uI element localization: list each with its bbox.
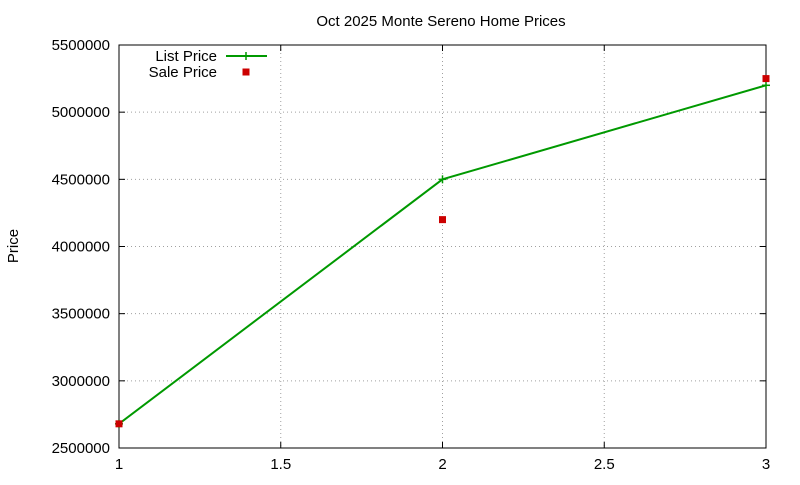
y-tick-label: 3500000 [52,306,110,323]
list-price-point [438,175,447,184]
x-tick-label: 2.5 [594,456,615,473]
x-tick-label: 3 [762,456,770,473]
y-axis-label: Price [5,229,22,263]
legend-label: Sale Price [149,64,217,81]
axis-layer: 2500000 3000000 3500000 4000000 4500000 50000… [52,37,771,473]
y-tick-label: 3000000 [52,373,110,390]
list-price-point [762,81,770,90]
sale-price-point [762,75,770,83]
x-tick-label: 1.5 [270,456,291,473]
grid-layer [119,45,766,448]
y-tick-label: 2500000 [52,440,110,457]
chart-title: Oct 2025 Monte Sereno Home Prices [316,13,565,30]
x-tick-label: 1 [115,456,123,473]
sale-price-point [115,420,123,428]
plot-border [118,44,767,449]
y-tick-label: 4500000 [52,171,110,188]
legend-swatch-square [242,68,250,76]
y-tick-label: 5000000 [52,104,110,121]
x-tick-label: 2 [438,456,446,473]
series-layer [115,75,770,428]
y-tick-label: 5500000 [52,37,110,54]
sale-price-point [439,216,446,224]
y-tick-label: 4000000 [52,239,110,256]
legend-label: List Price [155,48,217,65]
